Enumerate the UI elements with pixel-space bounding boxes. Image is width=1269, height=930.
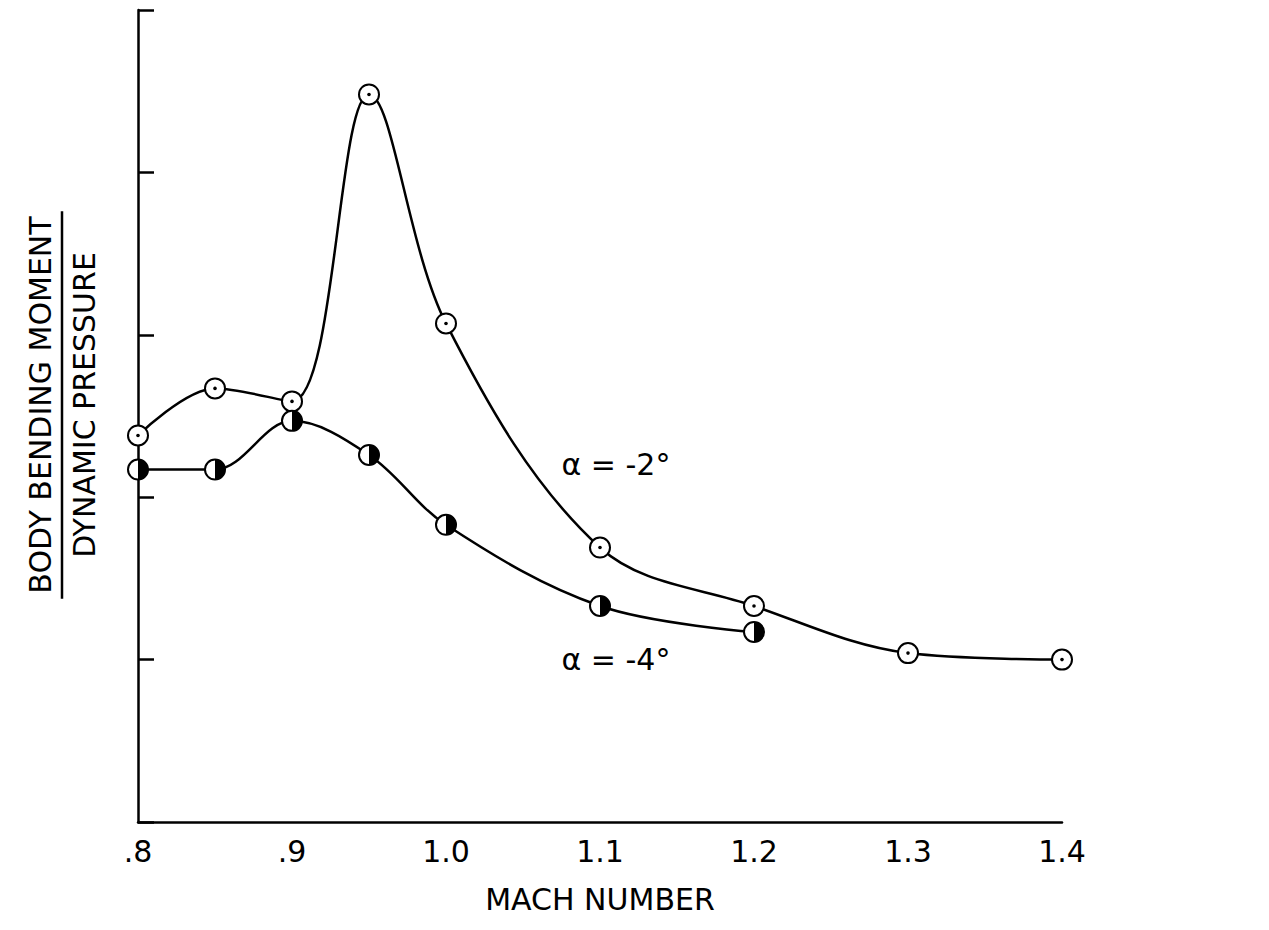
svg-text:MACH NUMBER: MACH NUMBER (485, 882, 715, 917)
svg-text:BODY BENDING MOMENT: BODY BENDING MOMENT (23, 216, 58, 594)
svg-text:α = -2°: α = -2° (562, 447, 671, 482)
svg-text:DYNAMIC PRESSURE: DYNAMIC PRESSURE (67, 252, 102, 558)
svg-text:α = -4°: α = -4° (562, 642, 671, 677)
svg-text:1.3: 1.3 (884, 834, 932, 869)
svg-text:1.1: 1.1 (576, 834, 624, 869)
svg-text:.8: .8 (124, 834, 153, 869)
svg-text:.9: .9 (278, 834, 307, 869)
svg-text:1.4: 1.4 (1038, 834, 1086, 869)
svg-text:1.0: 1.0 (422, 834, 470, 869)
svg-text:1.2: 1.2 (730, 834, 778, 869)
